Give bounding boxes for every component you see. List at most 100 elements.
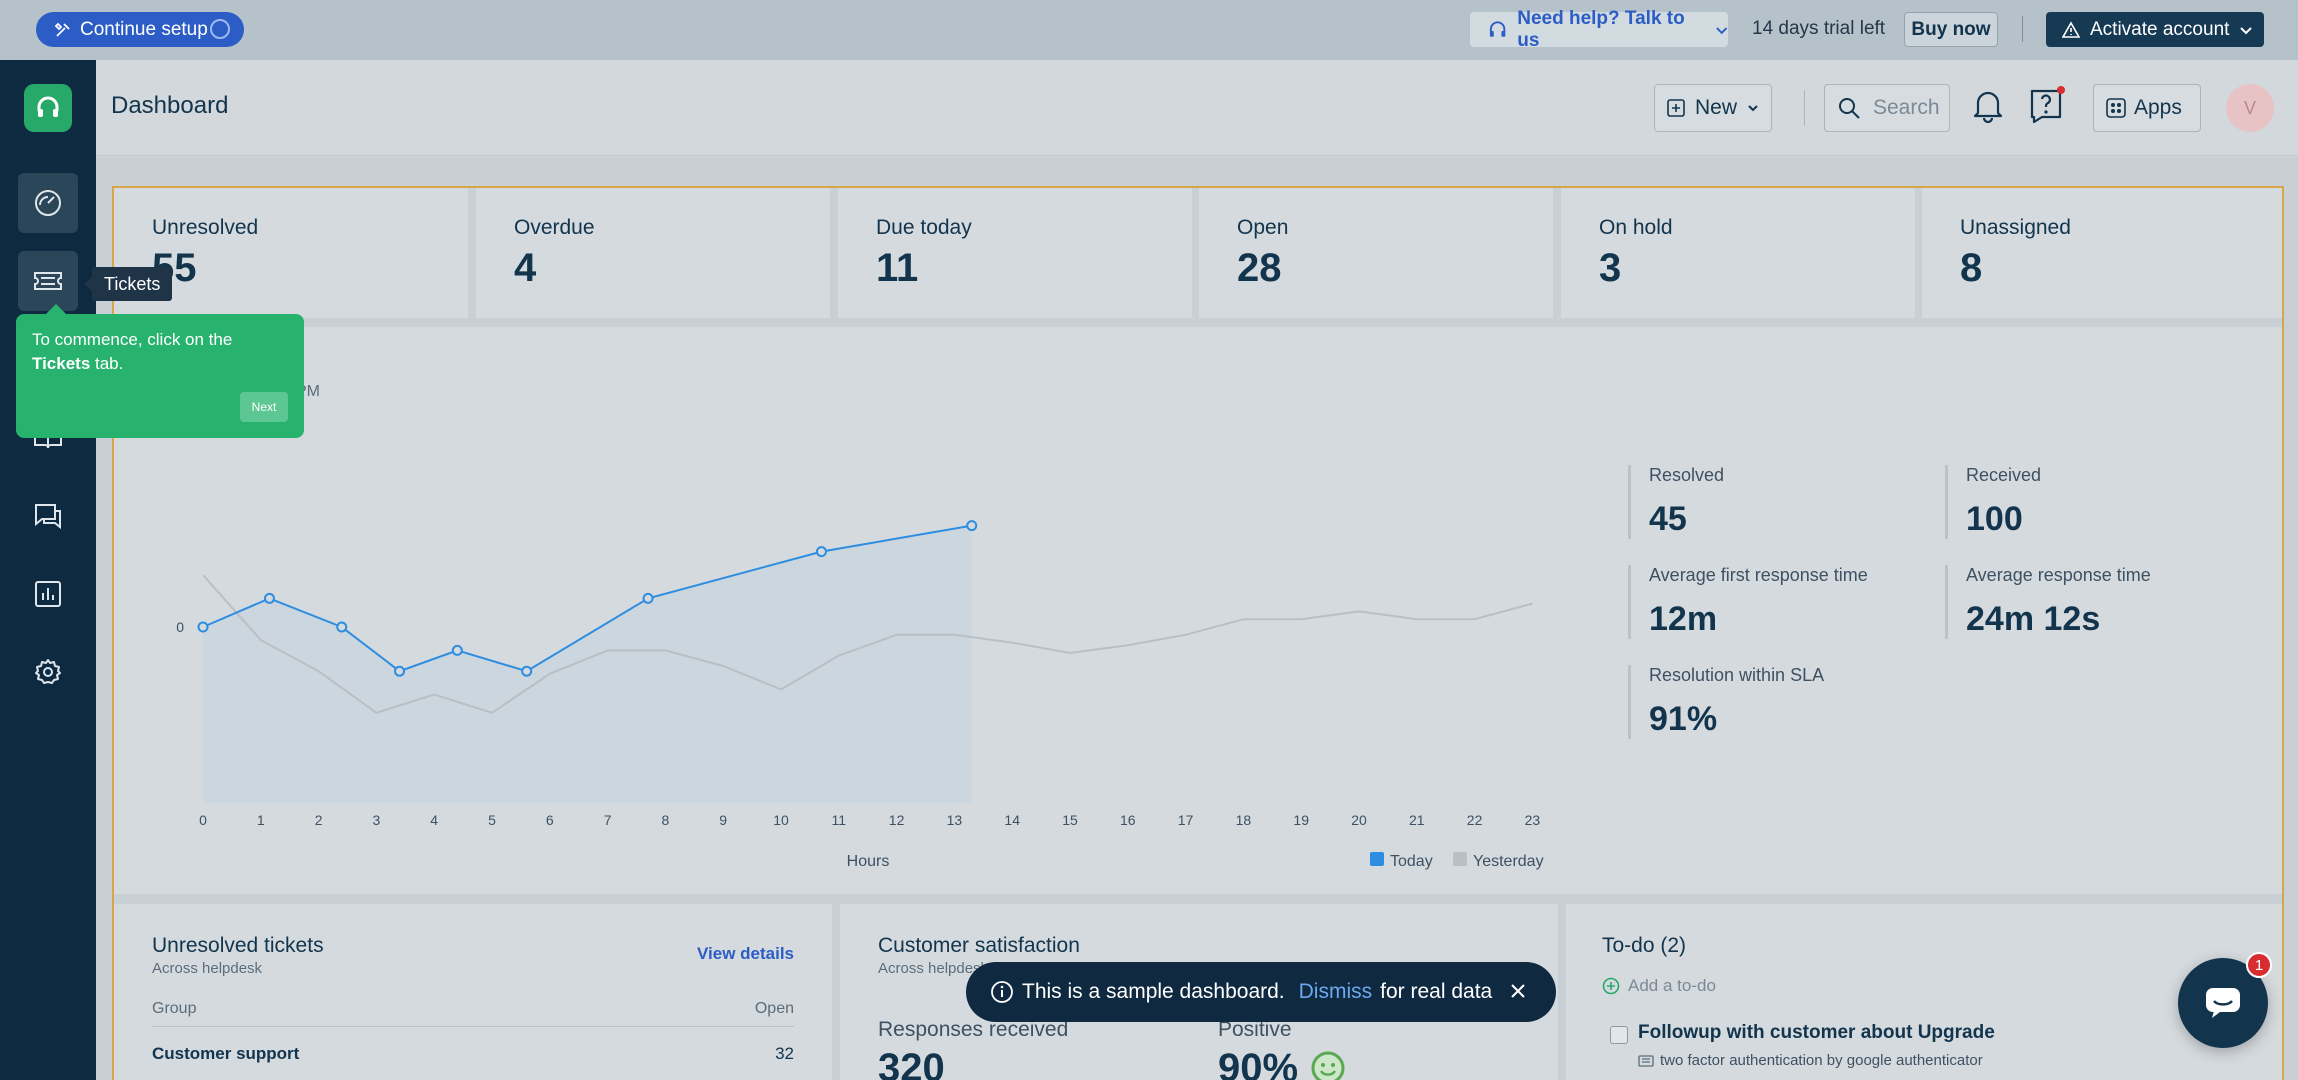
apps-button[interactable]: Apps: [2093, 84, 2201, 132]
progress-ring-icon: [210, 19, 230, 39]
positive-label: Positive: [1218, 1018, 1292, 1041]
today-data-point: [815, 546, 827, 558]
panel-title: Unresolved tickets: [152, 934, 324, 957]
x-tick-label: 23: [1525, 812, 1541, 828]
snackbar-text: This is a sample dashboard.: [1022, 980, 1285, 1003]
yesterday-series-line: [202, 574, 1533, 714]
help-center-button[interactable]: [2028, 85, 2068, 130]
metric-label: Due today: [876, 216, 972, 239]
metric-card-unassigned[interactable]: Unassigned 8: [1922, 188, 2282, 318]
metric-card-unresolved[interactable]: Unresolved 55: [114, 188, 468, 318]
coachmark-next-button[interactable]: Next: [240, 392, 288, 422]
todo-title: Followup with customer about Upgrade: [1638, 1022, 1995, 1043]
metric-value: 28: [1237, 246, 1282, 290]
stat-resolved: Resolved 45: [1628, 465, 1918, 539]
x-tick-label: 7: [604, 812, 612, 828]
legend-label-yesterday: Yesterday: [1473, 853, 1544, 870]
chevron-down-icon: [2240, 26, 2253, 34]
trial-days-left: 14 days trial left: [1752, 18, 1886, 39]
stat-label: Resolution within SLA: [1649, 665, 1825, 685]
new-label: New: [1695, 96, 1738, 119]
need-help-button[interactable]: Need help? Talk to us: [1470, 8, 1728, 51]
warning-icon: [2062, 20, 2080, 38]
x-tick-label: 5: [488, 812, 496, 828]
todo-checkbox[interactable]: [1610, 1026, 1628, 1044]
x-tick-label: 12: [889, 812, 905, 828]
stat-value: 45: [1649, 500, 1687, 538]
responses-value: 320: [878, 1046, 945, 1080]
divider: [152, 1026, 794, 1027]
view-details-link[interactable]: View details: [696, 944, 794, 963]
plus-circle-icon: [1602, 977, 1620, 995]
search-placeholder: Search: [1873, 96, 1940, 119]
metric-label: Open: [1237, 216, 1289, 239]
today-data-point: [263, 592, 275, 604]
dashboard-gauge-icon: [35, 190, 61, 216]
sidebar-item-discussions[interactable]: [18, 486, 78, 546]
sidebar-item-reports[interactable]: [18, 564, 78, 624]
stat-value: 24m 12s: [1966, 600, 2101, 638]
dismiss-link[interactable]: Dismiss: [1298, 980, 1373, 1003]
x-tick-label: 4: [430, 812, 438, 828]
continue-setup-button[interactable]: Continue setup: [36, 12, 244, 47]
stat-label: Average response time: [1966, 565, 2151, 585]
smiley-icon: [1311, 1051, 1345, 1080]
metric-card-open[interactable]: Open 28: [1199, 188, 1553, 318]
today-trend-chart: 00 1 2 3 4 5 6 7 8 9 10 11 12 13 14 15 16 17 18 19 20 21 22 23H…: [176, 520, 1544, 870]
x-tick-label: 9: [719, 812, 727, 828]
buy-now-button[interactable]: Buy now: [1904, 12, 1998, 47]
x-tick-label: 15: [1062, 812, 1078, 828]
continue-setup-label: Continue setup: [80, 18, 208, 40]
panel-subtitle: Across helpdesk: [152, 960, 263, 977]
column-header-group: Group: [152, 1000, 197, 1017]
panel-subtitle: Across helpdesk: [878, 960, 989, 977]
x-tick-label: 11: [832, 812, 847, 828]
activate-account-button[interactable]: Activate account: [2046, 12, 2264, 47]
notifications-button[interactable]: [1972, 87, 2004, 128]
x-tick-label: 19: [1293, 812, 1309, 828]
bell-icon: [1973, 91, 2003, 124]
stat-avg-response: Average response time 24m 12s: [1945, 565, 2245, 639]
tools-icon: [54, 22, 70, 37]
ticket-small-icon: [1638, 1054, 1654, 1067]
x-tick-label: 22: [1467, 812, 1483, 828]
sidebar-item-dashboard[interactable]: [18, 173, 78, 233]
todo-subtitle: two factor authentication by google auth…: [1660, 1052, 1983, 1069]
search-input[interactable]: Search: [1824, 84, 1950, 132]
chevron-down-icon: [1715, 26, 1727, 34]
close-icon[interactable]: [1508, 981, 1528, 1001]
onboarding-coachmark: To commence, click on the Tickets tab. N…: [16, 304, 304, 438]
plus-square-icon: [1667, 99, 1685, 117]
coachmark-text: To commence, click on the: [32, 330, 233, 349]
coachmark-text-end: tab.: [90, 354, 124, 373]
divider: [2022, 16, 2023, 42]
metric-card-on-hold[interactable]: On hold 3: [1561, 188, 1915, 318]
bar-chart-icon: [35, 581, 61, 607]
metric-label: Unresolved: [152, 216, 259, 239]
info-icon: [991, 981, 1013, 1003]
add-todo-button[interactable]: Add a to-do: [1602, 976, 1716, 996]
today-area: [203, 525, 972, 803]
stat-value: 12m: [1649, 600, 1718, 638]
sidebar-item-tickets[interactable]: [18, 251, 78, 311]
responses-label: Responses received: [878, 1018, 1069, 1041]
highlight-frame: [112, 186, 2284, 1080]
x-tick-label: 0: [199, 812, 207, 828]
sidebar-item-admin[interactable]: [18, 642, 78, 702]
x-tick-label: 16: [1120, 812, 1136, 828]
divider: [1804, 90, 1805, 126]
stat-received: Received 100: [1945, 465, 2245, 539]
panel-title: Customer satisfaction: [878, 934, 1080, 957]
new-button[interactable]: New: [1654, 84, 1772, 132]
panel-title: To-do (2): [1602, 934, 1687, 957]
headset-icon: [1489, 20, 1506, 37]
app-logo[interactable]: [24, 84, 72, 132]
metric-card-overdue[interactable]: Overdue 4: [476, 188, 830, 318]
user-avatar[interactable]: V: [2226, 84, 2274, 132]
today-data-point: [966, 520, 978, 532]
chat-widget-button[interactable]: 1: [2178, 952, 2272, 1048]
metric-card-due-today[interactable]: Due today 11: [838, 188, 1192, 318]
metric-value: 3: [1599, 246, 1622, 290]
x-tick-label: 18: [1236, 812, 1252, 828]
stat-label: Average first response time: [1649, 565, 1868, 585]
